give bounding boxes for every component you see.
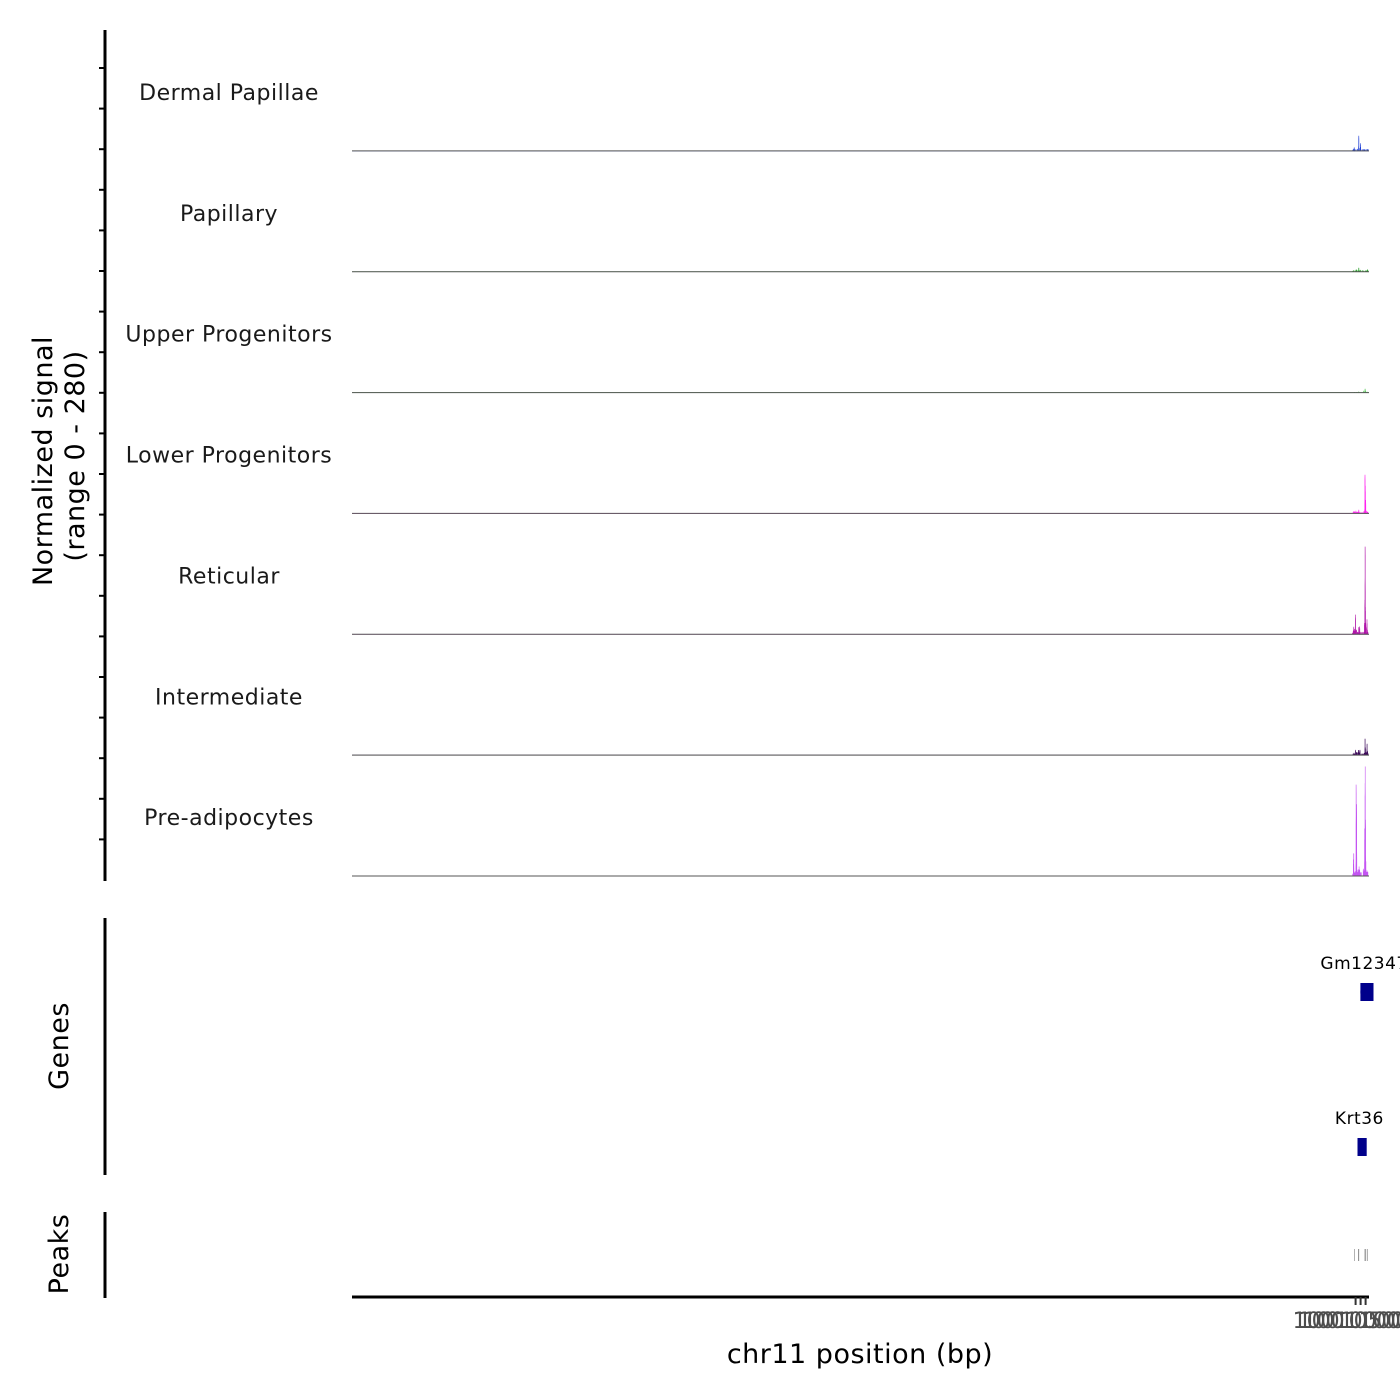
coverage-area	[352, 766, 1369, 877]
x-tick-label: 100100000	[1293, 1309, 1400, 1334]
track-upper-progenitors: Upper Progenitors	[125, 323, 1369, 394]
gene-label: Krt36	[1335, 1109, 1384, 1129]
gene-label: Gm12347	[1320, 954, 1400, 974]
track-label: Dermal Papillae	[139, 81, 319, 106]
track-label: Upper Progenitors	[125, 323, 332, 348]
track-reticular: Reticular	[178, 546, 1369, 636]
track-dermal-papillae: Dermal Papillae	[139, 81, 1369, 152]
x-tick-label: 100105000	[1298, 1309, 1400, 1334]
gene-krt36: Krt36	[1335, 1109, 1384, 1156]
signal-y-axis-label: Normalized signal	[28, 336, 59, 586]
coverage-area	[352, 388, 1369, 393]
x-axis-label: chr11 position (bp)	[727, 1339, 993, 1370]
track-pre-adipocytes: Pre-adipocytes	[144, 766, 1369, 877]
coverage-area	[352, 267, 1369, 273]
x-tick-label: 100110000	[1303, 1309, 1400, 1334]
track-lower-progenitors: Lower Progenitors	[126, 444, 1369, 514]
peak-region	[1358, 1249, 1360, 1261]
gene-annotations: Gm12347 Krt36	[1320, 954, 1400, 1156]
genes-axis-label: Genes	[44, 1002, 75, 1090]
track-label: Lower Progenitors	[126, 444, 332, 469]
track-label: Intermediate	[155, 685, 303, 710]
track-label: Reticular	[178, 564, 280, 589]
exon	[1367, 983, 1374, 1001]
peaks-axis-label: Peaks	[44, 1214, 75, 1295]
coverage-area	[352, 738, 1369, 756]
signal-y-axis-range: (range 0 - 280)	[60, 350, 91, 561]
signal-y-axis-ticks	[99, 67, 105, 841]
peak-region	[1364, 1249, 1366, 1261]
signal-y-axis-title: Normalized signal (range 0 - 280)	[28, 336, 91, 586]
x-axis-ticks: 100100000100105000100110000	[1293, 1297, 1400, 1334]
peak-region	[1366, 1249, 1368, 1261]
coverage-area	[352, 546, 1369, 636]
track-intermediate: Intermediate	[155, 685, 1369, 756]
track-papillary: Papillary	[180, 202, 1369, 273]
peak-region	[1354, 1249, 1355, 1261]
exon	[1360, 1138, 1367, 1156]
coverage-area	[352, 474, 1369, 514]
coverage-area	[352, 135, 1369, 152]
track-label: Papillary	[180, 202, 278, 227]
exon	[1360, 983, 1367, 1001]
gene-gm12347: Gm12347	[1320, 954, 1400, 1001]
peak-regions	[1354, 1249, 1368, 1261]
coverage-tracks: Dermal Papillae Papillary Upper Progenitor…	[125, 81, 1369, 877]
track-label: Pre-adipocytes	[144, 806, 314, 831]
